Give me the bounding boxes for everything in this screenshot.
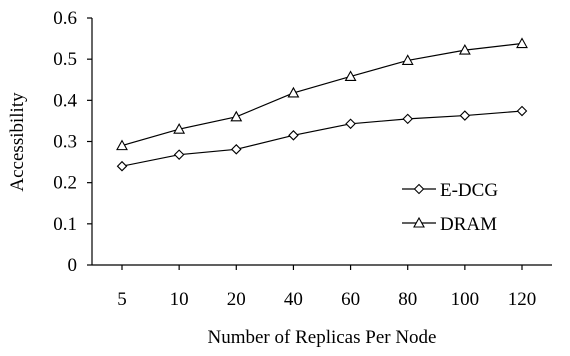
x-tick-label: 60 (341, 289, 360, 310)
legend-marker-dram (413, 216, 425, 228)
data-point-e-dcg (116, 160, 128, 172)
y-axis-label: Accessibility (7, 92, 28, 192)
x-tick-label: 5 (117, 289, 127, 310)
data-point-dram (173, 123, 186, 134)
data-point-dram (116, 139, 128, 151)
x-tick-label: 10 (170, 289, 189, 310)
data-point-e-dcg (345, 118, 356, 130)
x-tick-label: 20 (227, 289, 246, 310)
x-axis-ticks: 5 10 20 40 60 80 100 120 (117, 265, 536, 310)
x-tick-label: 40 (284, 289, 303, 310)
data-point-e-dcg (459, 110, 471, 121)
data-point-dram (230, 110, 243, 122)
x-axis-label: Number of Replicas Per Node (208, 327, 437, 348)
data-point-e-dcg (516, 105, 528, 117)
legend: E-DCG DRAM (402, 180, 498, 235)
y-tick-label: 0 (68, 255, 78, 276)
x-tick-label: 100 (451, 289, 480, 310)
series-line-dram (121, 42, 523, 147)
series-line-e-dcg (121, 110, 523, 167)
legend-label-dram: DRAM (440, 214, 497, 235)
legend-marker-e-dcg (413, 183, 425, 195)
plot-area: 0 0.1 0.2 0.3 0.4 0.5 0.6 5 10 20 40 60 80 100 120 (53, 8, 552, 310)
y-tick-label: 0.2 (53, 173, 77, 194)
data-point-dram (458, 43, 471, 55)
x-tick-label: 80 (398, 289, 417, 310)
y-axis-ticks: 0 0.1 0.2 0.3 0.4 0.5 0.6 (53, 8, 92, 276)
data-point-dram (401, 54, 414, 65)
legend-label-e-dcg: E-DCG (440, 180, 498, 201)
y-tick-label: 0.1 (53, 214, 77, 235)
data-point-e-dcg (231, 144, 242, 155)
y-tick-label: 0.6 (53, 8, 77, 29)
data-point-dram (287, 86, 300, 98)
data-point-dram (344, 70, 357, 82)
y-tick-label: 0.4 (53, 90, 77, 111)
y-tick-label: 0.3 (53, 132, 77, 153)
data-point-e-dcg (288, 130, 299, 141)
x-tick-label: 120 (508, 289, 537, 310)
data-point-dram (516, 37, 528, 49)
series-layer (116, 37, 528, 172)
y-tick-label: 0.5 (53, 49, 77, 70)
data-point-e-dcg (402, 113, 413, 125)
data-point-e-dcg (173, 149, 185, 160)
